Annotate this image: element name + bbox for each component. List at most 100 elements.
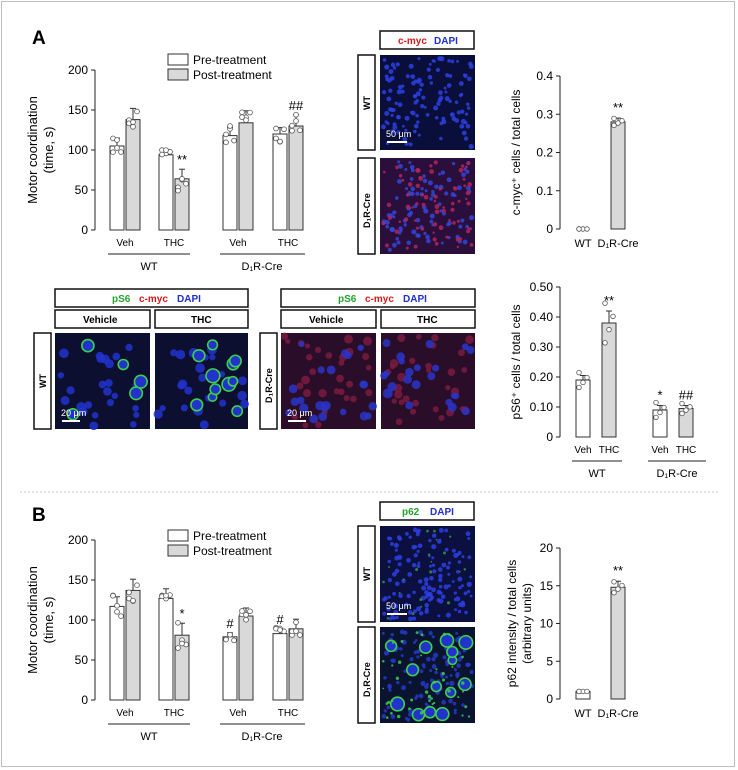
nucleus-dot <box>444 96 450 102</box>
cmyc-dot <box>458 167 464 173</box>
scale-bar-50-b-label: 50 μm <box>386 601 411 611</box>
nucleus-dot <box>408 142 413 147</box>
nucleus-dot <box>466 346 475 354</box>
nucleus-dot <box>394 555 400 561</box>
legend-post-swatch <box>167 68 189 81</box>
nucleus-dot <box>386 536 391 541</box>
nucleus-dot <box>441 700 447 705</box>
nucleus-dot <box>390 62 396 67</box>
nucleus-dot <box>446 177 452 183</box>
nucleus-dot <box>429 197 433 201</box>
nucleus-dot <box>406 593 411 599</box>
A_motor-y-tick-label: 50 <box>75 183 89 197</box>
ps6-wt-veh-cells <box>57 338 148 431</box>
p62-dot <box>419 711 424 715</box>
A_ps6-point <box>576 369 582 376</box>
A_motor-y-tick-label: 200 <box>68 63 88 77</box>
nucleus-dot <box>84 401 93 409</box>
p62-dot <box>433 701 436 705</box>
A_motor-category-label: Veh <box>116 238 133 249</box>
B_motor-group-label: WT <box>140 731 157 743</box>
B_motor-category-label: Veh <box>116 708 133 719</box>
A_motor-point <box>293 111 299 118</box>
nucleus-dot <box>422 178 428 184</box>
nucleus-dot <box>464 610 468 615</box>
nucleus-dot <box>416 564 421 569</box>
nucleus-dot <box>408 535 412 539</box>
nucleus-dot <box>398 226 403 231</box>
p62-row-label-d1r: D₁R-Cre <box>362 662 372 697</box>
nucleus-dot <box>388 616 393 621</box>
A_ps6-category-label: THC <box>599 445 620 456</box>
B_motor-point <box>231 637 237 644</box>
nucleus-dot <box>431 587 436 593</box>
cmyc-dot <box>457 199 461 203</box>
nucleus-dot <box>426 656 431 662</box>
nucleus-dot <box>79 407 88 416</box>
nucleus-dot <box>387 247 392 252</box>
nucleus-dot <box>441 562 447 568</box>
nucleus-dot <box>428 538 432 543</box>
nucleus-dot <box>434 670 438 675</box>
p62-dot <box>396 714 401 719</box>
B_motor-ylabel-1: Motor coordination <box>25 566 40 674</box>
nucleus-dot <box>466 102 470 106</box>
nucleus-dot <box>431 544 437 550</box>
nucleus-dot <box>395 237 399 241</box>
B_motor-point <box>134 582 140 588</box>
nucleus-dot <box>89 421 99 431</box>
A_cmyc-category-label: WT <box>574 238 591 250</box>
nucleus-dot <box>426 67 431 72</box>
A_motor-point <box>110 149 116 156</box>
A_motor-y-tick-label: 150 <box>68 103 88 117</box>
nucleus-dot <box>394 581 400 587</box>
ps6-cell <box>66 407 80 421</box>
A_ps6-point <box>580 379 586 386</box>
nucleus-dot <box>461 130 467 136</box>
cmyc-dot <box>418 176 424 181</box>
nucleus-dot <box>423 577 429 583</box>
nucleus-dot <box>417 543 423 549</box>
cmyc-dot <box>465 229 471 234</box>
nucleus-dot <box>424 702 428 706</box>
scale-bar-20-left-label: 20 μm <box>61 408 86 418</box>
nucleus-dot <box>457 560 462 564</box>
p62-dot <box>446 601 451 605</box>
nucleus-dot <box>443 584 449 590</box>
p62-cell <box>458 634 474 651</box>
nucleus-dot <box>405 74 410 79</box>
nucleus-dot <box>396 680 400 685</box>
cmyc-dot <box>423 194 429 200</box>
nucleus-dot <box>357 344 364 351</box>
nucleus-dot <box>199 420 209 430</box>
nucleus-dot <box>449 680 455 686</box>
p62-dot <box>411 612 415 615</box>
nucleus-dot <box>463 167 467 171</box>
nucleus-dot <box>387 382 397 392</box>
A_motor-point <box>273 135 279 142</box>
nucleus-dot <box>427 74 433 80</box>
scale-bar-20-right-label: 20 μm <box>287 408 312 418</box>
ps6-left-vehicle-label: Vehicle <box>83 315 118 326</box>
p62-dot <box>400 639 404 643</box>
nucleus-dot <box>285 409 293 417</box>
cmyc-header-box <box>379 30 475 50</box>
nucleus-dot <box>447 561 452 565</box>
nucleus-dot <box>431 189 435 194</box>
p62-dot <box>386 617 390 620</box>
A_motor-point <box>273 125 279 132</box>
B_motor-ylabel-2: (time, s) <box>41 597 56 644</box>
cmyc-dot <box>415 202 419 206</box>
nucleus-dot <box>159 405 166 412</box>
cmyc-row-label-wt: WT <box>362 96 372 110</box>
cmyc-dot <box>402 395 410 403</box>
p62-dot <box>388 566 391 568</box>
p62-dot <box>391 700 394 703</box>
nucleus-dot <box>411 380 421 390</box>
nucleus-dot <box>419 669 424 674</box>
p62-cell <box>446 645 459 659</box>
p62-dot <box>390 711 393 715</box>
cmyc-dot <box>394 229 400 234</box>
p62-dot <box>435 538 438 541</box>
p62-dot <box>441 672 445 676</box>
